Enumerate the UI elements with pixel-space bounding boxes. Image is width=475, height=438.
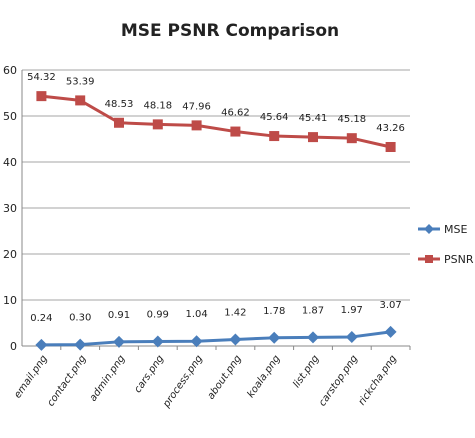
y-tick-label: 60 bbox=[3, 64, 17, 77]
x-tick-label: koala.png bbox=[245, 353, 282, 400]
y-tick-label: 40 bbox=[3, 156, 17, 169]
chart-title: MSE PSNR Comparison bbox=[121, 21, 339, 41]
psnr-point bbox=[75, 95, 86, 106]
y-tick-label: 30 bbox=[3, 202, 17, 215]
mse-data-label: 0.99 bbox=[147, 309, 169, 320]
psnr-data-label: 43.26 bbox=[376, 123, 405, 134]
psnr-point bbox=[36, 91, 47, 102]
psnr-point bbox=[385, 142, 396, 153]
mse-point bbox=[74, 338, 87, 351]
x-tick-label: about.png bbox=[206, 353, 244, 401]
y-axis-ticks: 0 10 20 30 40 50 60 bbox=[3, 64, 17, 353]
x-tick-label: list.png bbox=[291, 353, 321, 390]
legend-mse-marker bbox=[424, 224, 434, 234]
x-tick-label: contact.png bbox=[45, 353, 88, 408]
psnr-series-line bbox=[41, 94, 391, 149]
mse-data-label: 1.42 bbox=[224, 307, 246, 318]
mse-point bbox=[229, 333, 242, 346]
mse-data-label: 1.97 bbox=[341, 305, 363, 316]
psnr-point bbox=[191, 120, 202, 131]
psnr-data-label: 48.53 bbox=[105, 99, 134, 110]
psnr-data-label: 53.39 bbox=[66, 76, 95, 87]
data-labels: 0.24 0.30 0.91 0.99 1.04 1.42 1.78 1.87 1.97 3.07… bbox=[27, 72, 405, 324]
mse-point bbox=[113, 335, 125, 348]
psnr-point bbox=[152, 119, 163, 130]
x-tick-label: rickcha.png bbox=[357, 353, 399, 407]
legend-psnr-marker bbox=[425, 255, 433, 263]
psnr-data-label: 46.62 bbox=[221, 108, 250, 119]
psnr-data-label: 45.41 bbox=[299, 113, 328, 124]
mse-data-label: 3.07 bbox=[379, 300, 401, 311]
legend: MSE PSNR bbox=[418, 223, 474, 266]
mse-data-label: 0.24 bbox=[30, 313, 52, 324]
mse-data-label: 0.91 bbox=[108, 310, 130, 321]
gridlines bbox=[21, 69, 410, 347]
mse-point bbox=[384, 325, 397, 338]
y-tick-label: 10 bbox=[3, 294, 17, 307]
mse-point bbox=[307, 331, 319, 344]
x-tick-label: email.png bbox=[12, 353, 50, 400]
psnr-data-label: 45.64 bbox=[260, 112, 289, 123]
psnr-data-label: 45.18 bbox=[337, 114, 366, 125]
psnr-point bbox=[308, 132, 318, 143]
psnr-data-label: 48.18 bbox=[143, 100, 172, 111]
y-tick-label: 50 bbox=[3, 110, 17, 123]
psnr-data-label: 47.96 bbox=[182, 101, 211, 112]
legend-mse-label: MSE bbox=[444, 223, 467, 236]
mse-data-label: 1.87 bbox=[302, 305, 324, 316]
y-tick-label: 0 bbox=[10, 340, 17, 353]
legend-psnr-label: PSNR bbox=[444, 253, 474, 266]
mse-point bbox=[35, 338, 48, 351]
x-tick-label: carstop.png bbox=[317, 353, 360, 408]
psnr-point bbox=[269, 131, 280, 142]
x-tick-label: process.png bbox=[161, 353, 205, 410]
x-tick-label: admin.png bbox=[88, 353, 128, 403]
mse-point bbox=[345, 330, 358, 343]
psnr-point bbox=[114, 117, 124, 128]
y-tick-label: 20 bbox=[3, 248, 17, 261]
mse-data-label: 0.30 bbox=[69, 313, 91, 324]
mse-point bbox=[190, 335, 203, 348]
mse-data-label: 1.78 bbox=[263, 306, 285, 317]
psnr-point bbox=[346, 133, 357, 144]
mse-series-line bbox=[41, 330, 391, 347]
psnr-point bbox=[230, 126, 241, 137]
psnr-data-label: 54.32 bbox=[27, 72, 56, 83]
mse-data-label: 1.04 bbox=[185, 309, 207, 320]
mse-point bbox=[268, 331, 281, 344]
mse-point bbox=[151, 335, 164, 348]
x-tick-label: cars.png bbox=[132, 353, 166, 395]
series-layer bbox=[35, 91, 397, 351]
